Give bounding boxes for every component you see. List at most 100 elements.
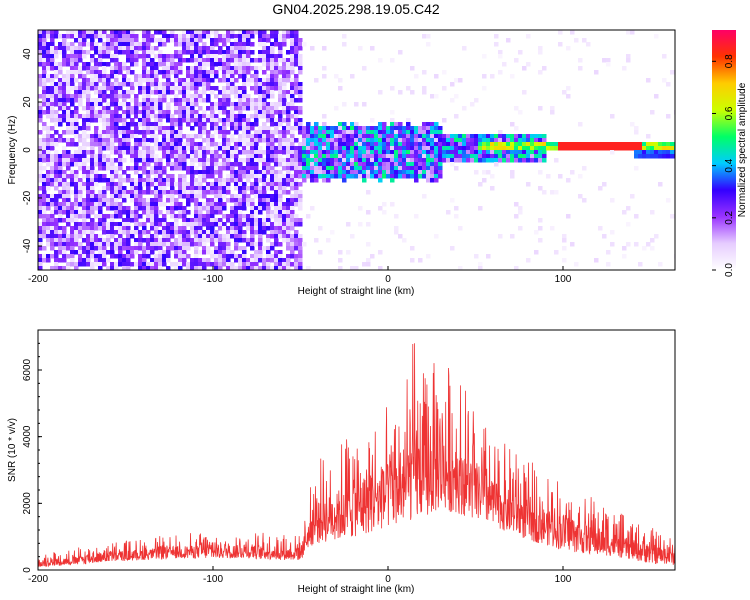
spectrogram-cell xyxy=(82,166,87,171)
spectrogram-cell xyxy=(90,34,95,39)
spectrogram-cell xyxy=(66,110,71,115)
spectrogram-cell xyxy=(186,170,191,175)
spectrogram-cell xyxy=(214,238,219,243)
spectrogram-cell xyxy=(226,254,231,259)
spectrogram-cell xyxy=(190,162,195,167)
spectrogram-cell xyxy=(486,142,491,147)
spectrogram-cell xyxy=(126,210,131,215)
spectrogram-cell xyxy=(246,150,251,155)
spectrogram-cell xyxy=(86,94,91,99)
spectrogram-cell xyxy=(102,166,107,171)
spectrogram-cell xyxy=(194,90,199,95)
spectrogram-cell xyxy=(422,70,427,75)
spectrogram-cell xyxy=(278,234,283,239)
spectrogram-cell xyxy=(110,202,115,207)
spectrogram-cell xyxy=(206,158,211,163)
spectrogram-cell xyxy=(534,154,539,159)
spectrogram-cell xyxy=(478,262,483,267)
spectrogram-cell xyxy=(202,258,207,263)
spectrogram-cell xyxy=(414,166,419,171)
spectrogram-cell xyxy=(70,118,75,123)
spectrogram-cell xyxy=(338,142,343,147)
spectrogram-cell xyxy=(430,134,435,139)
spectrogram-cell xyxy=(178,66,183,71)
spectrogram-cell xyxy=(438,174,443,179)
spectrogram-cell xyxy=(362,166,367,171)
spectrogram-cell xyxy=(70,258,75,263)
spectrogram-cell xyxy=(74,174,79,179)
spectrogram-cell xyxy=(122,194,127,199)
spectrogram-cell xyxy=(278,114,283,119)
spectrogram-cell xyxy=(118,130,123,135)
spectrogram-cell xyxy=(266,110,271,115)
spectrogram-cell xyxy=(70,234,75,239)
spectrogram-cell xyxy=(166,266,171,270)
spectrogram-cell xyxy=(286,146,291,151)
spectrogram-cell xyxy=(70,30,75,35)
spectrogram-cell xyxy=(266,166,271,171)
spectrogram-cell xyxy=(58,170,63,175)
spectrogram-cell xyxy=(290,234,295,239)
spectrogram-cell xyxy=(122,178,127,183)
spectrogram-cell xyxy=(270,62,275,67)
spectrogram-cell xyxy=(186,166,191,171)
spectrogram-cell xyxy=(294,238,299,243)
y-tick-label: 6000 xyxy=(22,358,33,381)
spectrogram-cell xyxy=(226,174,231,179)
spectrogram-cell xyxy=(58,50,63,55)
spectrogram-cell xyxy=(46,58,51,63)
spectrogram-cell xyxy=(78,42,83,47)
spectrogram-cell xyxy=(466,158,471,163)
spectrogram-cell xyxy=(82,202,87,207)
spectrogram-cell xyxy=(298,82,303,87)
spectrogram-cell xyxy=(154,74,159,79)
spectrogram-cell xyxy=(118,230,123,235)
spectrogram-cell xyxy=(330,146,335,151)
spectrogram-cell xyxy=(198,54,203,59)
spectrogram-cell xyxy=(254,254,259,259)
spectrogram-cell xyxy=(134,142,139,147)
spectrogram-cell xyxy=(74,226,79,231)
spectrogram-cell xyxy=(114,70,119,75)
spectrogram-cell xyxy=(230,174,235,179)
spectrogram-cell xyxy=(290,254,295,259)
spectrogram-cell xyxy=(294,242,299,247)
spectrogram-cell xyxy=(166,174,171,179)
spectrogram-cell xyxy=(42,210,47,215)
spectrogram-cell xyxy=(142,134,147,139)
spectrogram-cell xyxy=(202,126,207,131)
spectrogram-cell xyxy=(146,138,151,143)
spectrogram-cell xyxy=(86,70,91,75)
spectrogram-cell xyxy=(138,178,143,183)
spectrogram-cell xyxy=(654,94,659,99)
spectrogram-cell xyxy=(62,254,67,259)
spectrogram-cell xyxy=(194,170,199,175)
x-tick-label: 100 xyxy=(555,574,572,585)
spectrogram-cell xyxy=(342,146,347,151)
spectrogram-cell xyxy=(158,218,163,223)
spectrogram-cell xyxy=(206,58,211,63)
spectrogram-cell xyxy=(630,142,635,147)
spectrogram-cell xyxy=(290,210,295,215)
spectrogram-cell xyxy=(66,62,71,67)
spectrogram-cell xyxy=(462,106,467,111)
spectrogram-cell xyxy=(94,262,99,267)
spectrogram-cell xyxy=(406,162,411,167)
spectrogram-cell xyxy=(74,218,79,223)
spectrogram-cell xyxy=(186,242,191,247)
spectrogram-cell xyxy=(106,214,111,219)
spectrogram-cell xyxy=(170,194,175,199)
spectrogram-cell xyxy=(234,78,239,83)
spectrogram-cell xyxy=(106,226,111,231)
spectrogram-cell xyxy=(118,118,123,123)
spectrogram-cell xyxy=(266,142,271,147)
spectrogram-cell xyxy=(314,126,319,131)
spectrogram-cell xyxy=(178,254,183,259)
spectrogram-cell xyxy=(106,230,111,235)
spectrogram-cell xyxy=(422,90,427,95)
spectrogram-cell xyxy=(266,118,271,123)
spectrogram-cell xyxy=(38,54,43,59)
spectrogram-cell xyxy=(38,222,43,227)
spectrogram-cell xyxy=(130,158,135,163)
spectrogram-cell xyxy=(262,202,267,207)
